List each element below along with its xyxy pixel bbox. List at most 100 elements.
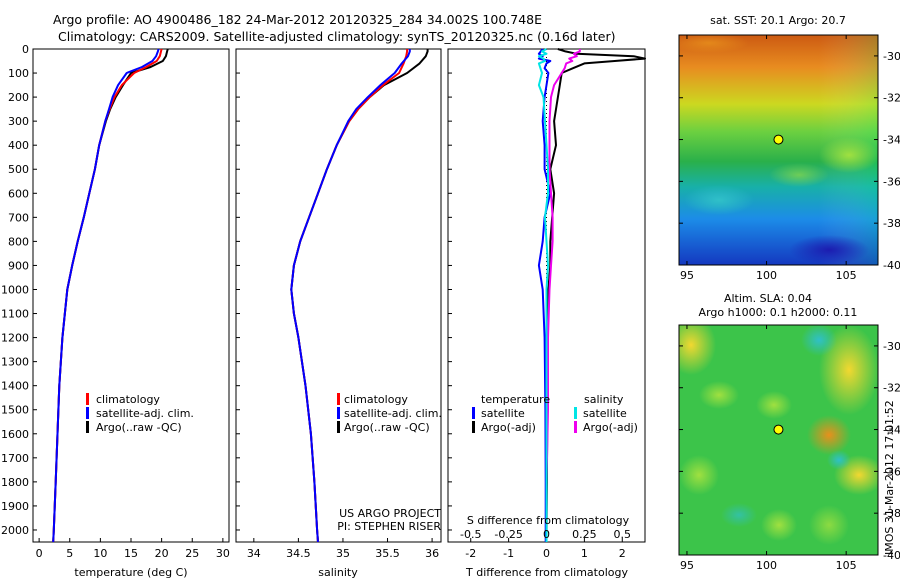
legend-climatology-swatch	[337, 393, 340, 405]
series-line	[290, 49, 429, 543]
difference-line	[545, 49, 581, 542]
project-pi: PI: STEPHEN RISER	[337, 520, 441, 533]
legend-s-argo: Argo(-adj)	[583, 421, 638, 434]
depth-tick-label: 200	[8, 91, 29, 104]
legend-s-argo-swatch	[574, 421, 577, 433]
sla-eddy	[807, 415, 851, 455]
lon-tick-label: 100	[756, 269, 777, 282]
series-line	[290, 49, 409, 543]
legend-s-satellite-swatch	[574, 407, 577, 419]
sla-map-title2: Argo h1000: 0.1 h2000: 0.11	[699, 306, 858, 319]
sla-eddy	[761, 509, 797, 541]
legend-s-satellite: satellite	[583, 407, 627, 420]
legend-argo-swatch	[337, 421, 340, 433]
difference-series	[537, 48, 646, 543]
header-line2: Climatology: CARS2009. Satellite-adjuste…	[58, 29, 615, 44]
depth-tick-label: 1500	[1, 404, 29, 417]
x-tick-label: 30	[216, 547, 230, 560]
depth-tick-label: 400	[8, 139, 29, 152]
sla-map-frame	[678, 324, 879, 556]
lat-tick-label: -36	[883, 465, 900, 478]
lat-tick-label: -30	[883, 340, 900, 353]
legend-argo: Argo(..raw -QC)	[96, 421, 182, 434]
legend-t-satellite: satellite	[481, 407, 525, 420]
x-tick-label: 20	[155, 547, 169, 560]
sla-eddy	[679, 325, 716, 375]
depth-tick-label: 1100	[1, 308, 29, 321]
x-tick-label: 35	[336, 547, 350, 560]
salinity-series	[290, 49, 429, 543]
lon-tick-label: 95	[680, 559, 694, 572]
depth-tick-label: 100	[8, 67, 29, 80]
legend-salinity-title: salinity	[584, 393, 624, 406]
x-tick-label: 35.5	[375, 547, 400, 560]
temperature-xlabel: temperature (deg C)	[74, 566, 187, 579]
sla-map-title1: Altim. SLA: 0.04	[724, 292, 812, 305]
temperature-x-ticks: 0 5 10 15 20 25 30	[36, 538, 230, 560]
series-line	[290, 49, 411, 543]
lat-tick-label: -36	[883, 175, 900, 188]
legend-climatology: climatology	[344, 393, 408, 406]
depth-tick-label: 1800	[1, 476, 29, 489]
depth-tick-label: 900	[8, 259, 29, 272]
temperature-legend: climatology satellite-adj. clim. Argo(..…	[86, 393, 194, 434]
depth-axis: 0 100 200 300 400 500 600 700 800 900 1000 1100 1200…	[1, 43, 452, 537]
x-tick-label: -1	[503, 547, 514, 560]
depth-tick-label: 500	[8, 163, 29, 176]
depth-tick-label: 700	[8, 211, 29, 224]
sst-map: sat. SST: 20.1 Argo: 20.7 95 100 105 -30 -32…	[678, 14, 900, 282]
legend-argo: Argo(..raw -QC)	[344, 421, 430, 434]
lat-tick-label: -30	[883, 50, 900, 63]
temperature-series	[52, 48, 169, 543]
sla-eddy	[809, 505, 849, 545]
depth-tick-label: 0	[22, 43, 29, 56]
sla-float-marker	[773, 424, 784, 435]
depth-tick-label: 300	[8, 115, 29, 128]
x-tick-label: 34	[247, 547, 261, 560]
project-name: US ARGO PROJECT	[339, 507, 441, 520]
x-tick-label: 36	[425, 547, 439, 560]
salinity-axes	[235, 48, 442, 543]
x-tick-label: 0	[36, 547, 43, 560]
s-tick-label: -0.5	[460, 528, 481, 541]
lon-tick-label: 105	[836, 269, 857, 282]
salinity-xlabel: salinity	[318, 566, 358, 579]
lat-tick-label: -34	[883, 134, 900, 147]
x-tick-label: 34.5	[286, 547, 311, 560]
depth-tick-label: 800	[8, 235, 29, 248]
sst-eddy	[684, 185, 754, 215]
sla-eddy	[827, 450, 851, 470]
temperature-panel: 0 5 10 15 20 25 30 temperature (deg C) climato…	[32, 48, 230, 579]
series-line	[52, 48, 160, 543]
legend-satellite-swatch	[337, 407, 340, 419]
header-line1: Argo profile: AO 4900486_182 24-Mar-2012…	[53, 12, 542, 27]
sla-eddy	[679, 455, 719, 495]
sla-eddy	[801, 325, 837, 356]
depth-tick-label: 1900	[1, 500, 29, 513]
sst-map-title: sat. SST: 20.1 Argo: 20.7	[710, 14, 846, 27]
depth-tick-label: 1300	[1, 356, 29, 369]
t-difference-label: T difference from climatology	[465, 566, 628, 579]
sst-map-frame	[678, 34, 879, 266]
s-tick-label: -0.25	[494, 528, 522, 541]
legend-temperature-title: temperature	[481, 393, 550, 406]
legend-climatology: climatology	[96, 393, 160, 406]
difference-line	[537, 48, 549, 542]
imos-timestamp: IMOS 31-Mar-2012 17:01:52	[883, 400, 896, 555]
sla-map-ticks: 95 100 105 -30 -32 -34 -36 -38 -40	[679, 325, 900, 572]
sst-float-marker	[773, 134, 784, 145]
lat-tick-label: -32	[883, 382, 900, 395]
s-difference-ticks: -0.5 -0.25 0 0.25 0.5	[460, 528, 631, 541]
difference-panel: -2 -1 0 1 2 S difference from climatology -0…	[447, 48, 646, 579]
x-tick-label: 1	[581, 547, 588, 560]
sst-eddy	[679, 35, 749, 53]
lat-tick-label: -38	[883, 507, 900, 520]
legend-satellite-swatch	[86, 407, 89, 419]
x-tick-label: 15	[124, 547, 138, 560]
sla-eddy	[699, 381, 739, 409]
sla-map: Altim. SLA: 0.04 Argo h1000: 0.1 h2000: …	[678, 292, 900, 572]
salinity-x-ticks: 34 34.5 35 35.5 36	[247, 538, 439, 560]
lon-tick-label: 100	[756, 559, 777, 572]
s-tick-label: 0.25	[572, 528, 597, 541]
